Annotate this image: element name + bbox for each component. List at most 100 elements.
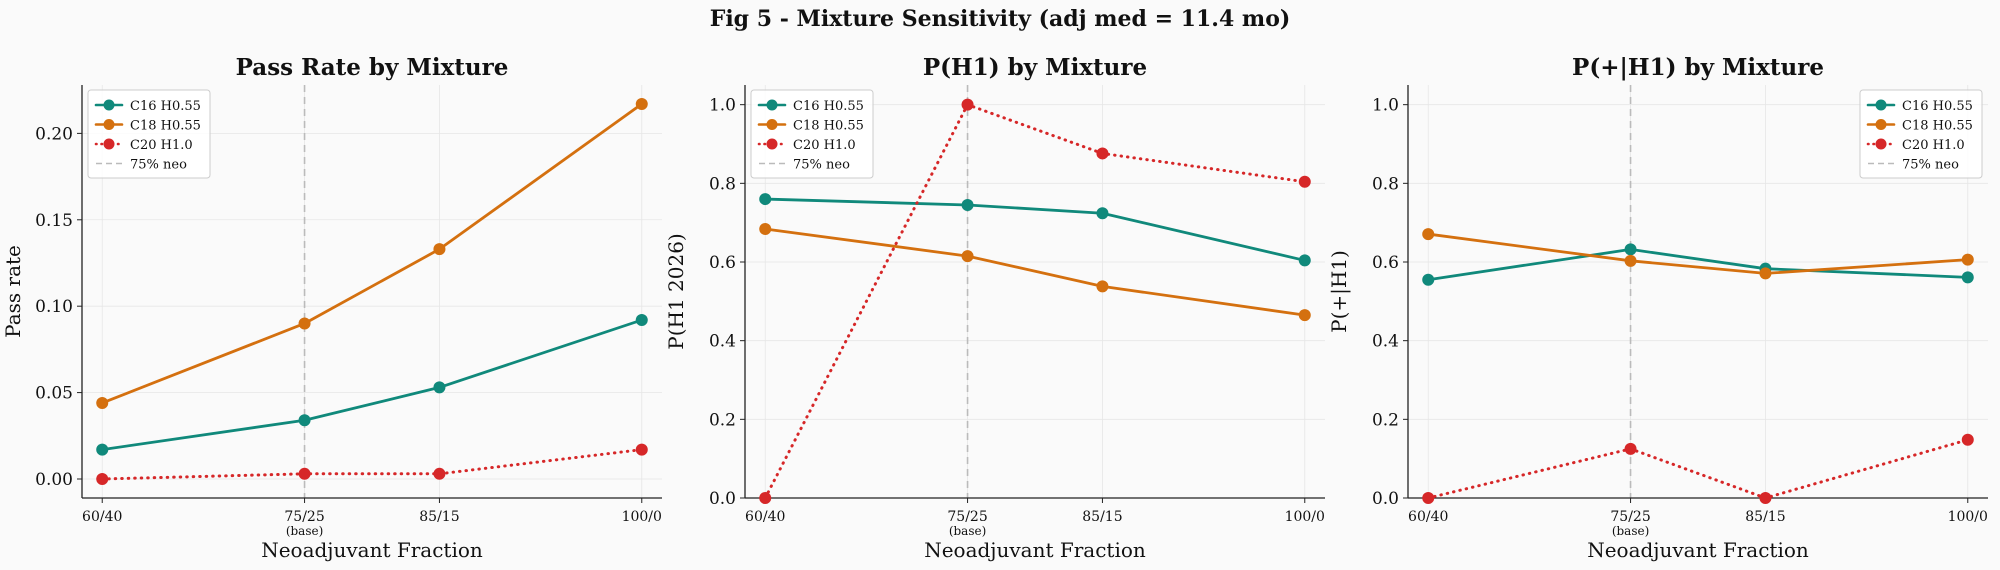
y-tick-label: 0.8 xyxy=(709,174,736,194)
data-point-series-2 xyxy=(1624,254,1637,267)
legend-entry-label: C16 H0.55 xyxy=(130,99,201,114)
y-tick-label: 0.0 xyxy=(1372,489,1399,509)
legend-marker-swatch xyxy=(103,138,115,150)
y-tick-label: 0.4 xyxy=(709,332,736,352)
legend-entry-label: C16 H0.55 xyxy=(1902,99,1973,114)
y-tick-label: 1.0 xyxy=(709,96,736,116)
legend-marker-swatch xyxy=(766,119,778,130)
x-tick-label: 100/0 xyxy=(1285,509,1325,525)
x-tick-label: 75/25 xyxy=(947,509,987,525)
data-point-series-3 xyxy=(961,98,974,111)
legend-entry-label: C18 H0.55 xyxy=(793,119,864,134)
data-point-series-3 xyxy=(1624,442,1637,455)
data-point-series-3 xyxy=(1961,433,1974,446)
y-axis-label: P(H1 2026) xyxy=(664,233,688,349)
chart-title: Pass Rate by Mixture xyxy=(236,54,509,81)
y-tick-label: 0.10 xyxy=(35,297,73,317)
series-line-1 xyxy=(763,197,1307,262)
data-point-series-3 xyxy=(298,467,311,480)
y-axis-label: Pass rate xyxy=(1,245,25,338)
y-tick-label: 0.15 xyxy=(35,211,73,231)
data-point-series-1 xyxy=(635,314,648,327)
series-line-1 xyxy=(1426,248,1970,282)
legend: C16 H0.55 C18 H0.55 C20 H1.0 75% neo xyxy=(87,89,211,179)
data-point-series-2 xyxy=(759,222,772,235)
x-tick-base-label: (base) xyxy=(949,524,986,538)
data-point-series-3 xyxy=(1422,492,1435,504)
chart-panel-2: 0.0 0.2 0.4 0.6 0.8 1.0 60/40 75/25(base) 85/15 1… xyxy=(664,54,1325,562)
data-point-series-2 xyxy=(1096,280,1109,293)
y-tick-label: 0.6 xyxy=(1372,253,1399,273)
data-point-series-2 xyxy=(1422,228,1435,241)
series-line-2 xyxy=(1426,232,1970,275)
legend-entry-label: C18 H0.55 xyxy=(1902,119,1973,134)
data-point-series-2 xyxy=(1961,253,1974,266)
legend-marker-swatch xyxy=(103,99,115,111)
y-tick-label: 0.00 xyxy=(35,470,73,490)
series-line-2 xyxy=(763,227,1307,317)
x-tick-base-label: (base) xyxy=(286,524,323,538)
series-line-2 xyxy=(100,102,644,405)
data-point-series-2 xyxy=(1298,309,1311,322)
legend: C16 H0.55 C18 H0.55 C20 H1.0 75% neo xyxy=(750,89,874,179)
data-point-series-2 xyxy=(433,243,446,256)
data-point-series-2 xyxy=(961,250,974,263)
legend-entry-label: 75% neo xyxy=(793,158,850,173)
data-point-series-3 xyxy=(759,492,772,504)
legend-entry-label: C20 H1.0 xyxy=(1902,138,1965,153)
legend-entry-label: C20 H1.0 xyxy=(130,138,193,153)
legend-marker-swatch xyxy=(1875,99,1887,111)
x-tick-label: 100/0 xyxy=(622,509,662,525)
x-tick-label: 75/25 xyxy=(284,509,324,525)
series-line-1 xyxy=(100,318,644,452)
data-point-series-3 xyxy=(1759,492,1772,504)
data-point-series-1 xyxy=(96,443,109,456)
legend-marker-swatch xyxy=(103,119,115,130)
data-point-series-1 xyxy=(433,381,446,394)
y-tick-label: 0.05 xyxy=(35,384,73,404)
chart-panel-1: 0.00 0.05 0.10 0.15 0.20 60/40 75/25(base) 85/1… xyxy=(1,54,662,562)
legend-entry-label: C18 H0.55 xyxy=(130,119,201,134)
legend-entry-label: C16 H0.55 xyxy=(793,99,864,114)
x-tick-base-label: (base) xyxy=(1612,524,1649,538)
x-tick-label: 100/0 xyxy=(1948,509,1988,525)
data-point-series-1 xyxy=(1422,273,1435,286)
legend: C16 H0.55 C18 H0.55 C20 H1.0 75% neo xyxy=(1859,89,1983,179)
x-tick-label: 85/15 xyxy=(419,509,459,525)
x-tick-label: 60/40 xyxy=(82,509,122,525)
x-tick-label: 85/15 xyxy=(1082,509,1122,525)
data-point-series-3 xyxy=(96,472,109,485)
series-line-3 xyxy=(763,103,1307,500)
y-tick-label: 0.2 xyxy=(709,410,736,430)
y-tick-label: 0.4 xyxy=(1372,332,1399,352)
legend-box xyxy=(1859,89,1983,179)
legend-marker-swatch xyxy=(766,99,778,111)
data-point-series-1 xyxy=(298,414,311,427)
y-tick-label: 0.6 xyxy=(709,253,736,273)
x-axis-label: Neoadjuvant Fraction xyxy=(261,538,483,562)
x-tick-label: 75/25 xyxy=(1610,509,1650,525)
data-point-series-1 xyxy=(961,198,974,211)
data-point-series-1 xyxy=(1298,254,1311,267)
chart-title: P(+|H1) by Mixture xyxy=(1572,54,1824,81)
y-tick-label: 0.2 xyxy=(1372,410,1399,430)
x-tick-label: 60/40 xyxy=(1408,509,1448,525)
chart-panel-3: 0.0 0.2 0.4 0.6 0.8 1.0 60/40 75/25(base) 85/15 1… xyxy=(1327,54,1988,562)
legend-box xyxy=(87,89,211,179)
data-point-series-3 xyxy=(1298,175,1311,188)
series-line-3 xyxy=(100,448,644,481)
data-point-series-3 xyxy=(1096,147,1109,160)
legend-marker-swatch xyxy=(1875,119,1887,130)
data-point-series-2 xyxy=(1759,267,1772,280)
x-axis-label: Neoadjuvant Fraction xyxy=(1587,538,1809,562)
data-point-series-1 xyxy=(1624,243,1637,256)
y-tick-label: 0.0 xyxy=(709,489,736,509)
data-point-series-1 xyxy=(759,193,772,206)
data-point-series-1 xyxy=(1961,271,1974,284)
chart-title: P(H1) by Mixture xyxy=(923,54,1147,81)
y-tick-label: 0.8 xyxy=(1372,174,1399,194)
legend-entry-label: 75% neo xyxy=(130,158,187,173)
data-point-series-3 xyxy=(433,467,446,480)
x-tick-label: 85/15 xyxy=(1745,509,1785,525)
